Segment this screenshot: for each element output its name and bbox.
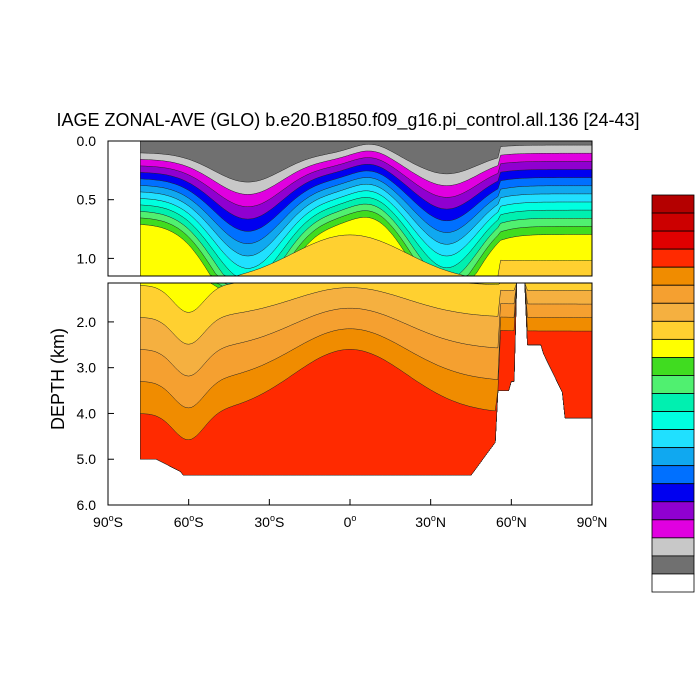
y-axis-lower: 2.0 3.0 4.0 5.0 6.0 [77, 314, 114, 513]
colorbar-swatch [651, 573, 695, 593]
colorbar-swatch [651, 537, 695, 557]
y-tick-label: 0.5 [77, 192, 97, 208]
y-tick-label: 2.0 [77, 314, 97, 330]
colorbar [651, 194, 695, 593]
colorbar-swatch [651, 338, 695, 358]
y-tick-label: 4.0 [77, 405, 97, 421]
colorbar-swatch [651, 230, 695, 250]
colorbar-swatch [651, 302, 695, 322]
colorbar-swatch [651, 266, 695, 286]
x-tick-label: 30oN [415, 513, 446, 530]
colorbar-swatch [651, 284, 695, 304]
y-tick-label: 0.0 [77, 133, 97, 149]
colorbar-swatch [651, 429, 695, 449]
colorbar-swatch [651, 555, 695, 575]
colorbar-swatch [651, 483, 695, 503]
x-tick-label: 90oN [577, 513, 608, 530]
colorbar-swatch [651, 501, 695, 521]
x-tick-label: 60oN [496, 513, 527, 530]
x-tick-label: 0o [344, 513, 357, 530]
colorbar-swatch [651, 248, 695, 268]
colorbar-swatch [651, 447, 695, 467]
colorbar-swatch [651, 212, 695, 232]
colorbar-swatch [651, 411, 695, 430]
y-tick-label: 5.0 [77, 451, 97, 467]
chart-title: IAGE ZONAL-AVE (GLO) b.e20.B1850.f09_g16… [57, 110, 640, 131]
x-tick-label: 90oS [93, 513, 123, 530]
colorbar-swatch [651, 357, 695, 376]
colorbar-swatch [651, 465, 695, 485]
x-axis: 90oS 60oS 30oS 0o 30oN 60oN 90oN [93, 499, 607, 530]
colorbar-swatch [651, 393, 695, 412]
x-tick-label: 30oS [254, 513, 284, 530]
y-tick-label: 6.0 [77, 497, 97, 513]
colorbar-swatch [651, 519, 695, 539]
colorbar-swatch [651, 194, 695, 214]
contour-band [140, 283, 592, 476]
y-tick-label: 1.0 [77, 250, 97, 266]
y-axis-upper: 0.0 0.5 1.0 [77, 133, 114, 266]
x-tick-label: 60oS [174, 513, 204, 530]
y-axis-label: DEPTH (km) [48, 328, 68, 430]
colorbar-swatch [651, 375, 695, 394]
colorbar-swatch [651, 320, 695, 340]
upper-panel-plot [107, 140, 593, 277]
panel-frame [107, 140, 593, 277]
contour-band [140, 234, 592, 276]
y-tick-label: 3.0 [77, 360, 97, 376]
lower-panel-plot [107, 282, 593, 506]
